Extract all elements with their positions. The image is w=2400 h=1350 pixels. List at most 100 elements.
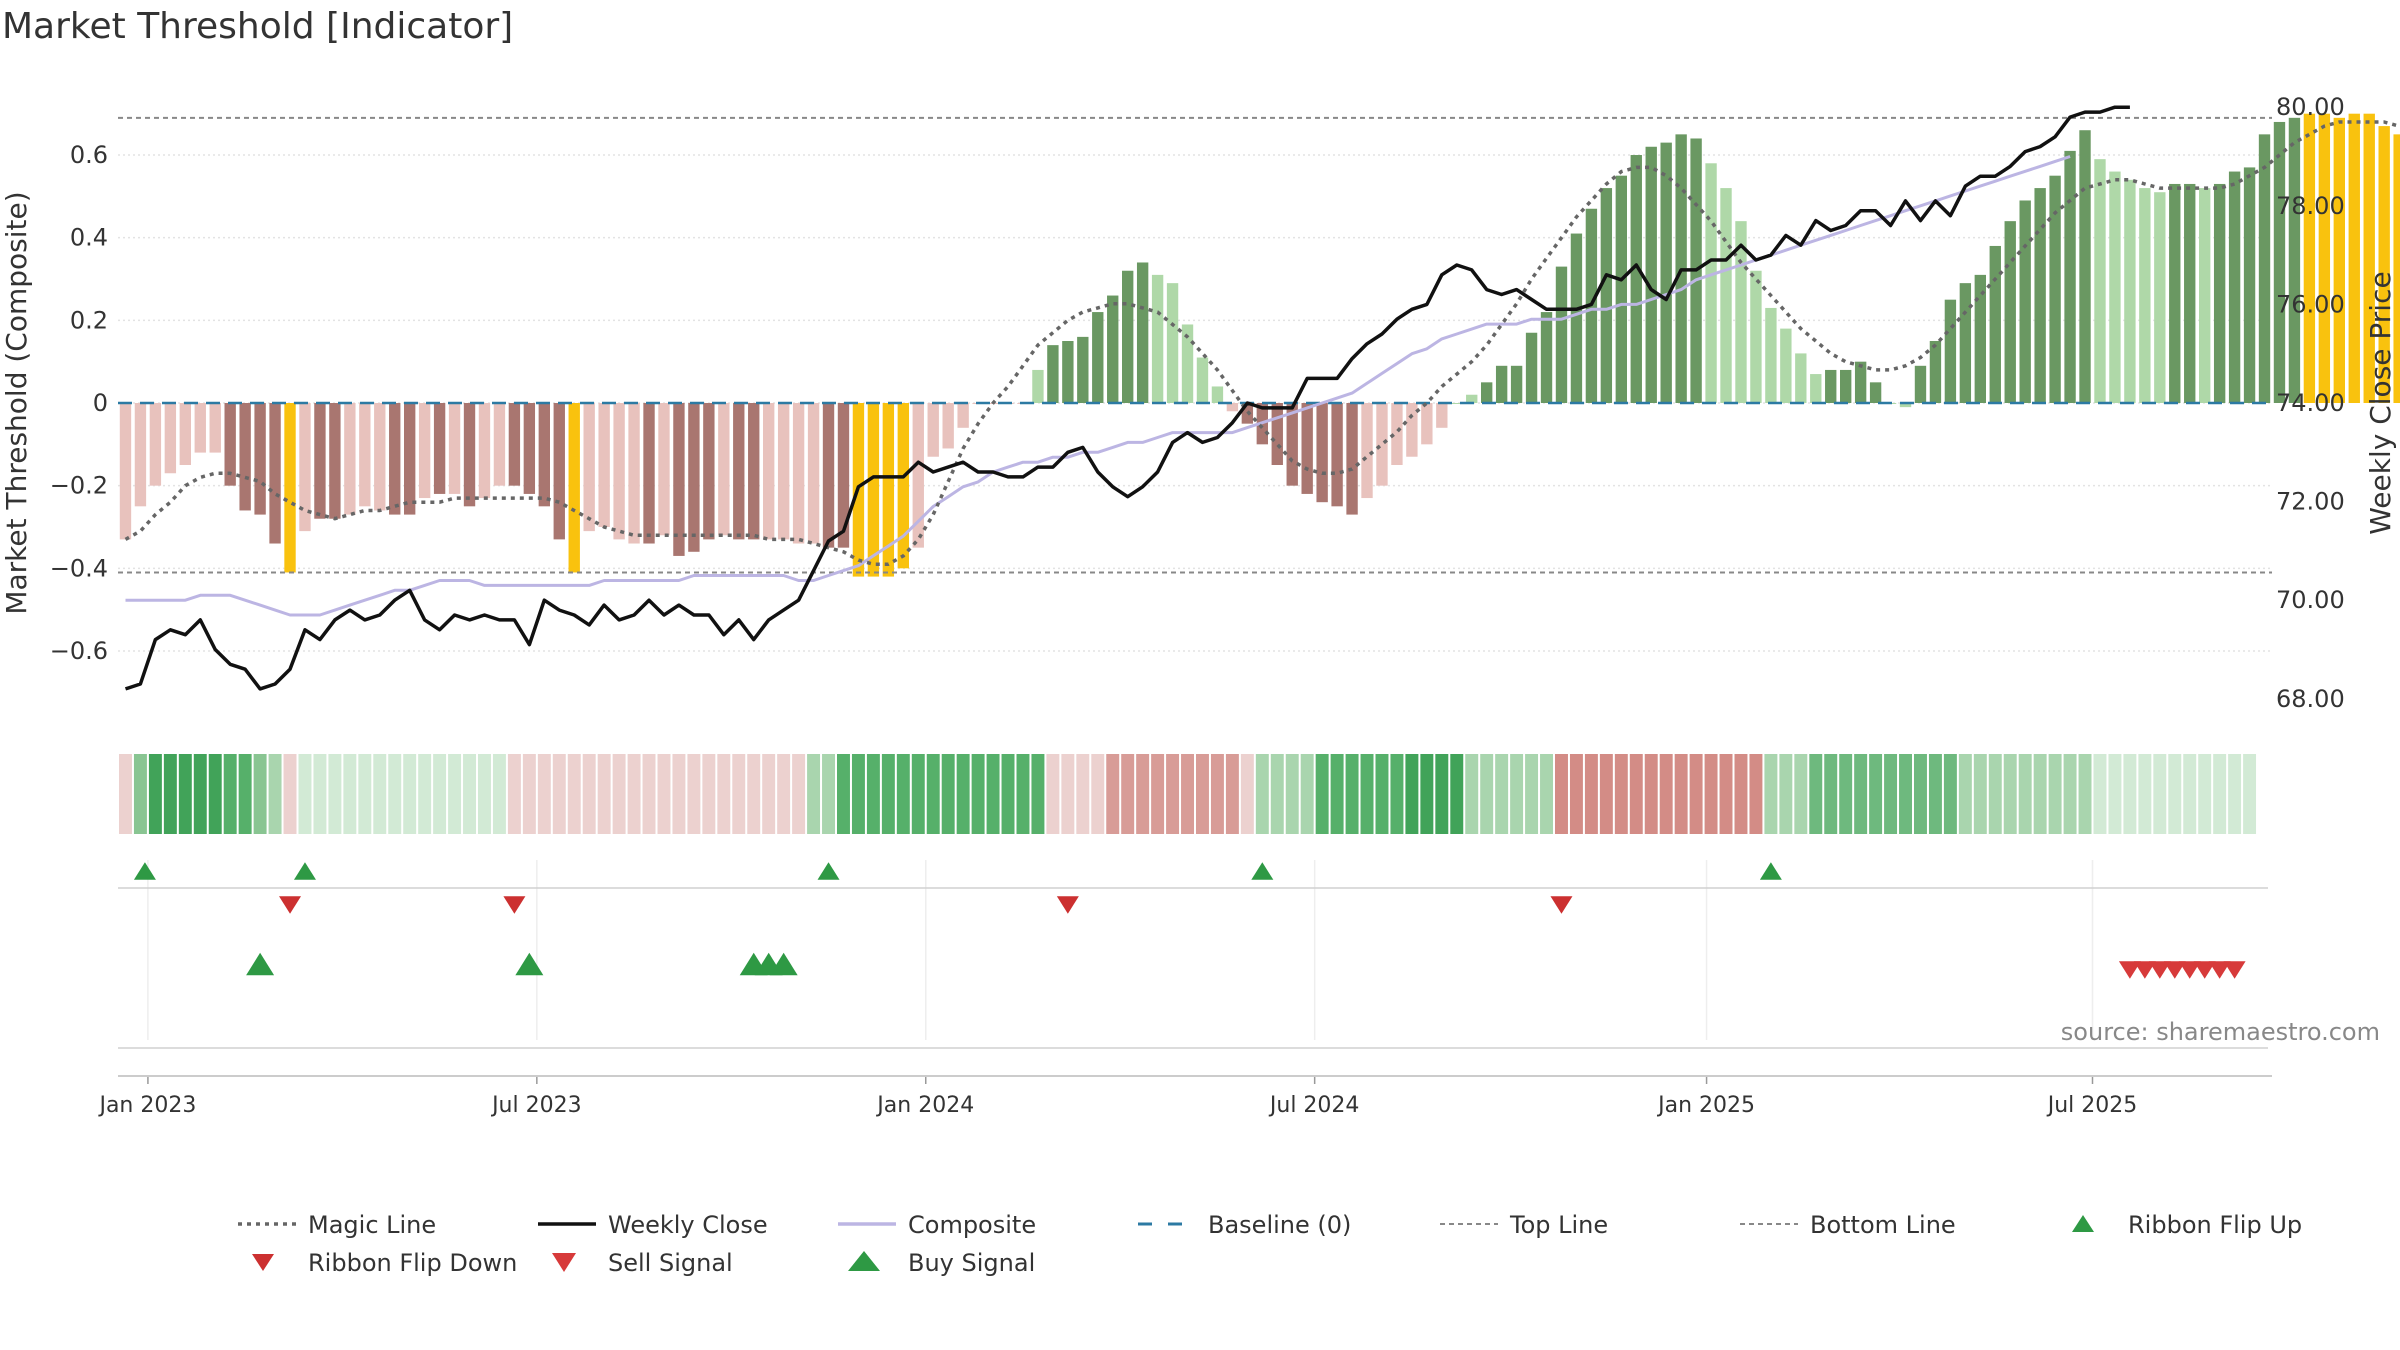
ribbon-cell bbox=[343, 754, 357, 834]
ribbon-cell bbox=[1734, 754, 1748, 834]
legend-item: Top Line bbox=[1440, 1211, 1608, 1239]
ribbon-cell bbox=[1196, 754, 1209, 834]
sell-signal-marker bbox=[2178, 961, 2201, 979]
composite-bar bbox=[1196, 357, 1209, 403]
composite-bars bbox=[119, 113, 2400, 577]
left-tick-label: 0 bbox=[93, 389, 108, 417]
signal-panel bbox=[118, 862, 2272, 1077]
ribbon-cell bbox=[582, 754, 596, 834]
ribbon-cell bbox=[1091, 754, 1105, 834]
ribbon-cell bbox=[1794, 754, 1808, 834]
ribbon-cell bbox=[672, 754, 686, 834]
composite-bar bbox=[1600, 188, 1613, 403]
ribbon-cell bbox=[223, 754, 237, 834]
composite-bar bbox=[837, 403, 850, 548]
composite-bar bbox=[568, 403, 580, 573]
legend-label: Baseline (0) bbox=[1208, 1211, 1351, 1239]
composite-bar bbox=[2213, 183, 2226, 403]
ribbon-cell bbox=[537, 754, 551, 834]
composite-bar bbox=[643, 403, 655, 544]
composite-bar bbox=[748, 403, 760, 540]
composite-bar bbox=[1660, 142, 1672, 403]
ribbon-cell bbox=[2123, 754, 2137, 834]
composite-bar bbox=[1211, 386, 1224, 403]
ribbon-cell bbox=[986, 754, 1000, 834]
left-tick-label: 0.6 bbox=[70, 141, 108, 169]
ribbon-cell bbox=[822, 754, 835, 834]
sell-signal-marker bbox=[2133, 961, 2156, 979]
composite-bar bbox=[2393, 134, 2400, 404]
composite-bar bbox=[2139, 188, 2151, 403]
composite-bar bbox=[2288, 117, 2301, 403]
legend-item: Ribbon Flip Up bbox=[2072, 1211, 2302, 1239]
ribbon-cell bbox=[732, 754, 746, 834]
x-tick-label: Jul 2024 bbox=[1268, 1093, 1360, 1118]
composite-bar bbox=[1705, 163, 1717, 403]
magic-line bbox=[124, 120, 2400, 566]
composite-bar bbox=[2228, 171, 2241, 403]
ribbon-cell bbox=[1584, 754, 1598, 834]
ribbon-cell bbox=[1240, 754, 1254, 834]
ribbon-cell bbox=[642, 754, 656, 834]
sell-signal-marker bbox=[2148, 961, 2171, 979]
ribbon-cell bbox=[2138, 754, 2152, 834]
composite-bar bbox=[688, 403, 700, 552]
composite-bar bbox=[1451, 403, 1463, 404]
source-note: source: sharemaestro.com bbox=[2061, 1018, 2380, 1046]
ribbon-cell bbox=[1061, 754, 1075, 834]
ribbon-flip-up-marker bbox=[293, 862, 316, 880]
composite-bar bbox=[1570, 233, 1583, 403]
composite-bar bbox=[1286, 403, 1298, 486]
ribbon-cell bbox=[2198, 754, 2212, 834]
composite-bar bbox=[1510, 365, 1523, 403]
ribbon-cell bbox=[1405, 754, 1419, 834]
composite-bar bbox=[1944, 299, 1957, 403]
ribbon-cell bbox=[1151, 754, 1165, 834]
composite-bar bbox=[2258, 134, 2271, 404]
composite-bar bbox=[523, 403, 536, 494]
composite-bar bbox=[1914, 365, 1927, 403]
left-tick-label: 0.2 bbox=[70, 306, 108, 334]
ribbon-cell bbox=[2183, 754, 2197, 834]
composite-bar bbox=[673, 403, 685, 556]
composite-bar bbox=[2049, 175, 2061, 403]
ribbon-cell bbox=[148, 754, 162, 834]
composite-bar bbox=[299, 403, 311, 532]
composite-bar bbox=[613, 403, 625, 540]
composite-bar bbox=[927, 403, 939, 457]
legend-item: Buy Signal bbox=[848, 1249, 1035, 1277]
ribbon-cell bbox=[717, 754, 731, 834]
ribbon-cell bbox=[1988, 754, 2002, 834]
composite-bar bbox=[2124, 179, 2136, 403]
ribbon-cell bbox=[1555, 754, 1568, 834]
composite-bar bbox=[209, 403, 221, 453]
ribbon-cell bbox=[1300, 754, 1314, 834]
ribbon-cell bbox=[492, 754, 506, 834]
right-tick-label: 76.00 bbox=[2276, 290, 2345, 318]
composite-bar bbox=[389, 403, 401, 515]
right-tick-label: 74.00 bbox=[2276, 389, 2345, 417]
ribbon-cell bbox=[2063, 754, 2077, 834]
composite-bar bbox=[2004, 221, 2016, 403]
composite-bar bbox=[2079, 130, 2091, 404]
ribbon-cell bbox=[133, 754, 147, 834]
series-lines bbox=[118, 105, 2400, 691]
composite-bar bbox=[1540, 312, 1553, 403]
composite-bar bbox=[1899, 403, 1912, 408]
composite-bar bbox=[314, 403, 326, 519]
buy-signal-marker bbox=[246, 952, 275, 976]
ribbon-cell bbox=[1899, 754, 1912, 834]
ribbon-cell bbox=[388, 754, 402, 834]
composite-bar bbox=[1720, 188, 1732, 403]
right-tick-label: 80.00 bbox=[2276, 93, 2345, 121]
ribbon-cell bbox=[268, 754, 282, 834]
ribbon-cell bbox=[1480, 754, 1494, 834]
composite-bar bbox=[1525, 332, 1538, 403]
composite-bar bbox=[119, 403, 132, 540]
buy-signal-marker bbox=[515, 952, 544, 976]
ribbon-cell bbox=[1106, 754, 1120, 834]
sell-signal-marker bbox=[2163, 961, 2186, 979]
ribbon-cell bbox=[418, 754, 432, 834]
ribbon-cell bbox=[1824, 754, 1838, 834]
left-tick-label: −0.6 bbox=[50, 637, 108, 665]
